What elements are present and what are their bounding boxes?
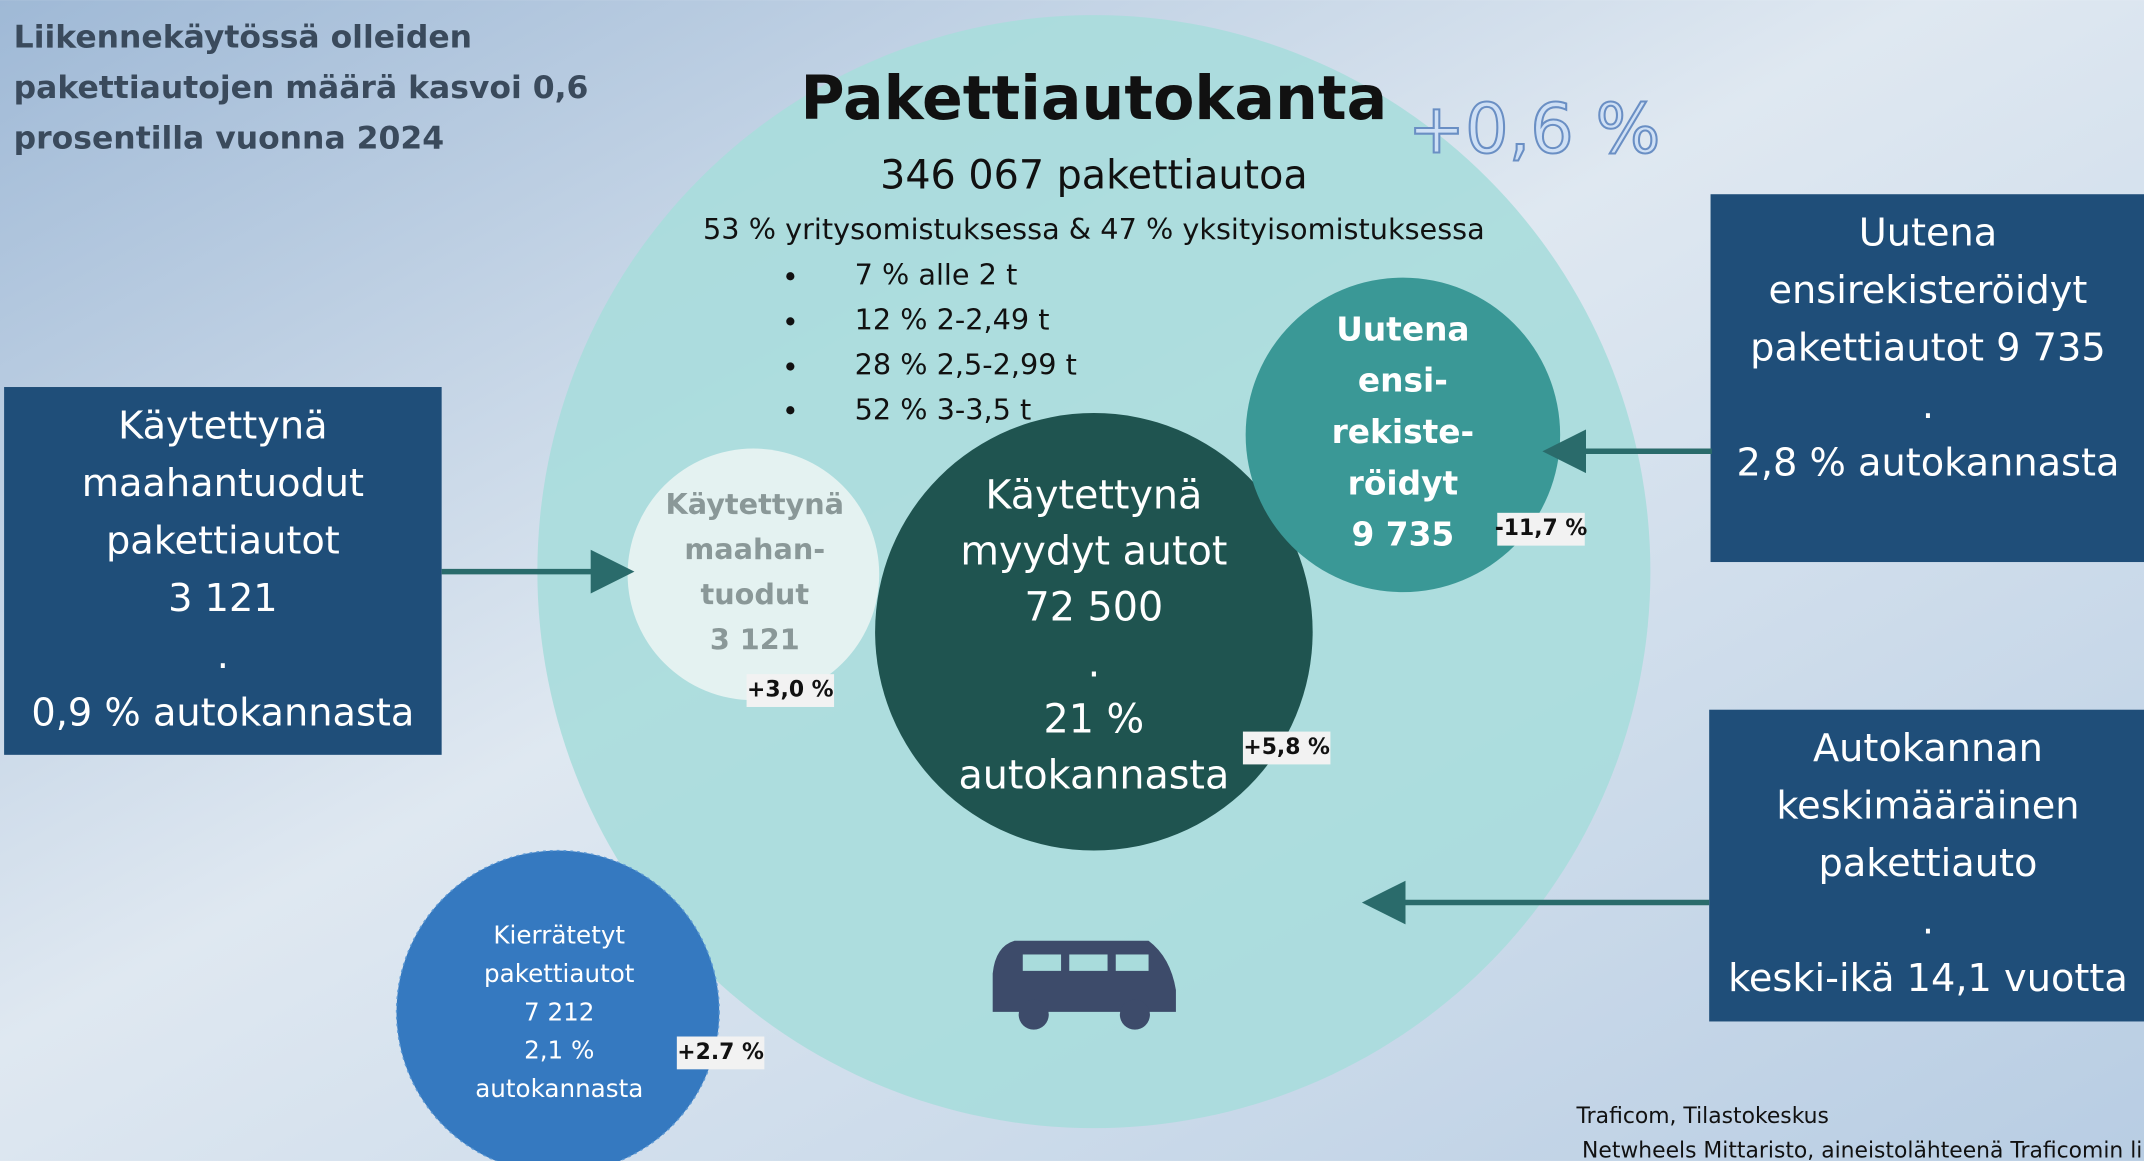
circle-text: Käytettynä [665,487,844,521]
headline: prosentilla vuonna 2024 [14,121,444,157]
imported-box [4,387,442,755]
box-text: 2,8 % autokannasta [1736,440,2119,485]
circle-text: autokannasta [475,1074,643,1103]
weight-item: 7 % alle 2 t [855,257,1018,291]
box-text: keskimääräinen [1776,784,2079,829]
circle-text: 21 % [1044,697,1145,743]
circle-text: 3 121 [710,622,800,656]
bullets [786,272,795,415]
circle-text: 2,1 % [524,1036,594,1065]
box-text: 3 121 [168,576,278,621]
circle-text: . [1088,640,1101,686]
used-sold-circle [875,413,1313,851]
box-text: pakettiautot 9 735 [1750,326,2106,371]
source: Traficom, Tilastokeskus [1576,1104,1829,1129]
ownership: 53 % yritysomistuksessa & 47 % yksityiso… [703,212,1485,246]
total-change: +0,6 % [1408,91,1661,170]
circle-text: pakettiautot [484,959,635,988]
total-count: 346 067 pakettiautoa [880,152,1308,198]
new-box [1710,194,2144,563]
circle-text: Käytettynä [985,472,1202,518]
box-text: Uutena [1859,211,1998,256]
change-label: +5,8 % [1243,735,1330,760]
change-badge [746,674,835,707]
circle-text: maahan- [684,532,825,566]
circle-text: röidyt [1348,464,1458,502]
change-label: +3,0 % [747,678,834,703]
circle-text: tuodut [700,577,809,611]
circle-text: 72 500 [1025,584,1164,630]
weight-item: 52 % 3-3,5 t [855,393,1032,427]
circle-text: Uutena [1336,310,1469,348]
box-text: Autokannan [1813,726,2043,771]
imported-circle [627,448,880,701]
circle-text: 9 735 [1352,516,1455,554]
circle-text: 7 212 [524,997,594,1026]
box-text: 0,9 % autokannasta [31,691,414,736]
box-text: maahantuodut [82,461,364,506]
box-text: Käytettynä [118,404,327,449]
change-badge [676,1036,765,1070]
box-text: . [1922,383,1934,428]
circle-text: myydyt autot [960,528,1227,574]
box-text: keski-ikä 14,1 vuotta [1728,956,2128,1001]
circle-text: ensi- [1358,362,1448,400]
main-title: Pakettiautokanta [801,64,1388,134]
box-text: . [1922,899,1934,944]
average-box [1709,709,2144,1022]
change-badge [1242,731,1331,765]
change-badge [1497,512,1585,546]
circle-text: rekiste- [1332,413,1475,451]
circle-text: Kierrätetyt [493,921,625,950]
box-text: ensirekisteröidyt [1768,268,2087,313]
van-icon [992,940,1176,1030]
change-label: +2.7 % [677,1040,764,1065]
circle-text: autokannasta [958,753,1229,799]
scrapped-circle [395,849,720,1161]
headline: Liikennekäytössä olleiden [14,19,472,55]
source: Netwheels Mittaristo, aineistolähteenä T… [1582,1138,2142,1161]
weight-item: 12 % 2-2,49 t [855,302,1050,336]
new-circle [1245,277,1561,593]
change-label: -11,7 % [1495,516,1588,541]
headline: pakettiautojen määrä kasvoi 0,6 [14,70,589,106]
box-text: pakettiauto [1819,841,2038,886]
box-text: pakettiautot [106,518,340,563]
box-text: . [217,633,229,678]
weight-item: 28 % 2,5-2,99 t [855,348,1077,382]
